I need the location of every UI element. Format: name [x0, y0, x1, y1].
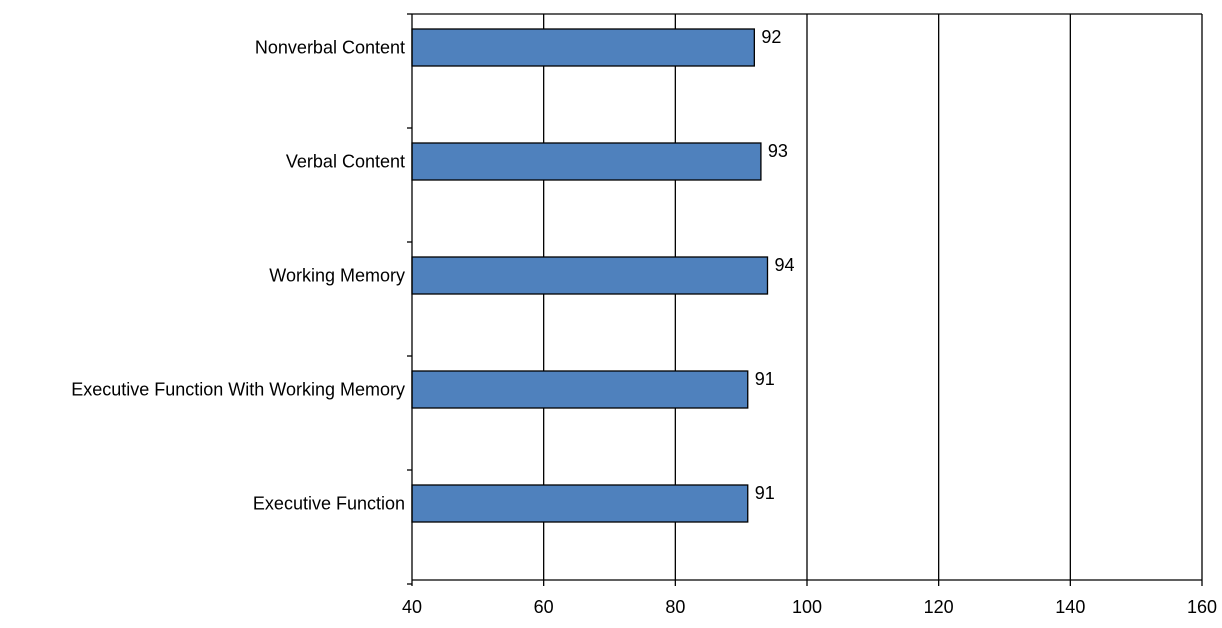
- x-tick-label: 40: [402, 597, 422, 617]
- x-tick-label: 80: [665, 597, 685, 617]
- bar: [411, 484, 749, 523]
- x-tick-label: 160: [1187, 597, 1217, 617]
- labels: 40 60 80 100 120 140 160 Nonverbal Content 92 Ver…: [71, 27, 1217, 617]
- category-label: Verbal Content: [286, 152, 405, 172]
- x-tick-label: 140: [1055, 597, 1085, 617]
- bar: [411, 370, 749, 409]
- x-tick-label: 100: [792, 597, 822, 617]
- data-label: 91: [755, 369, 775, 389]
- data-label: 93: [768, 141, 788, 161]
- x-tick-label: 120: [924, 597, 954, 617]
- bar: [411, 28, 755, 67]
- category-label: Executive Function With Working Memory: [71, 380, 405, 400]
- bars: [411, 28, 769, 523]
- category-label: Executive Function: [253, 494, 405, 514]
- data-label: 91: [755, 483, 775, 503]
- category-label: Nonverbal Content: [255, 38, 405, 58]
- bar: [411, 142, 762, 181]
- x-tick-label: 60: [534, 597, 554, 617]
- data-label: 94: [775, 255, 795, 275]
- data-label: 92: [761, 27, 781, 47]
- bar: [411, 256, 769, 295]
- axes: [407, 13, 1203, 586]
- category-label: Working Memory: [269, 266, 405, 286]
